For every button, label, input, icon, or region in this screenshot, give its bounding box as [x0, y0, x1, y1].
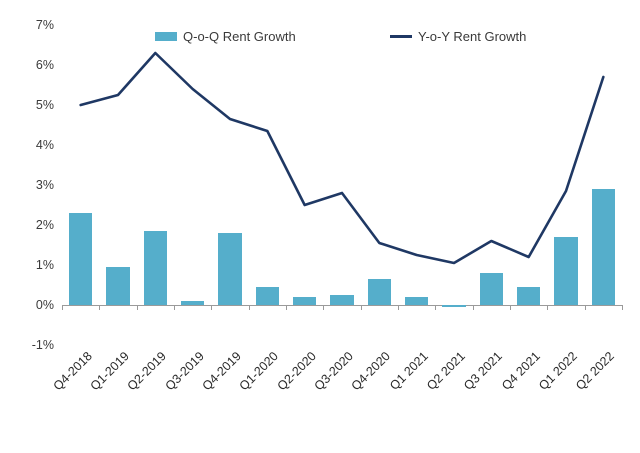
- bar-swatch-icon: [155, 32, 177, 41]
- bar[interactable]: [106, 267, 130, 305]
- bar[interactable]: [181, 301, 205, 305]
- x-tick-mark: [211, 305, 213, 310]
- x-tick-mark: [472, 305, 474, 310]
- x-tick-mark: [622, 305, 623, 310]
- y-tick-label: 1%: [35, 258, 54, 272]
- x-tick-mark: [584, 305, 586, 310]
- plot-area: [62, 25, 623, 345]
- x-tick-mark: [248, 305, 250, 310]
- bar[interactable]: [367, 279, 391, 305]
- bar[interactable]: [405, 297, 429, 305]
- bar[interactable]: [330, 295, 354, 305]
- x-tick-mark: [360, 305, 362, 310]
- legend-label-qoq: Q-o-Q Rent Growth: [183, 29, 296, 44]
- bar[interactable]: [554, 237, 578, 305]
- y-tick-label: 3%: [35, 178, 54, 192]
- x-tick-mark: [547, 305, 549, 310]
- x-tick-mark: [435, 305, 437, 310]
- y-tick-label: 4%: [35, 138, 54, 152]
- x-axis: Q4-2018 Q1-2019 Q2-2019 Q3-2019 Q4-2019 Q1-20…: [50, 345, 622, 453]
- x-tick-mark: [174, 305, 175, 310]
- y-axis: 7% 6% 5% 4% 3% 2% 1% 0% -1%: [0, 0, 62, 453]
- x-tick-mark: [136, 305, 138, 310]
- x-tick-mark: [323, 305, 325, 310]
- y-tick-label: 6%: [35, 58, 54, 72]
- y-tick-label: 2%: [35, 218, 54, 232]
- legend-item-qoq[interactable]: Q-o-Q Rent Growth: [155, 30, 296, 43]
- bar[interactable]: [218, 233, 242, 305]
- bar[interactable]: [293, 297, 317, 305]
- x-tick-mark: [510, 305, 511, 310]
- bar[interactable]: [479, 273, 503, 305]
- yoy-polyline: [79, 51, 605, 265]
- zero-axis-line: [62, 305, 622, 306]
- y-tick-label: 5%: [35, 98, 54, 112]
- x-tick-mark: [286, 305, 287, 310]
- y-tick-label: 0%: [35, 298, 54, 312]
- bar[interactable]: [591, 189, 615, 305]
- x-tick-mark: [398, 305, 399, 310]
- x-tick-mark: [99, 305, 101, 310]
- legend-item-yoy[interactable]: Y-o-Y Rent Growth: [390, 30, 526, 43]
- bar[interactable]: [517, 287, 541, 305]
- bar[interactable]: [143, 231, 167, 305]
- bar[interactable]: [69, 213, 93, 305]
- y-tick-label: 7%: [35, 18, 54, 32]
- bar[interactable]: [255, 287, 279, 305]
- yoy-line-series: [79, 51, 605, 265]
- line-swatch-icon: [390, 35, 412, 38]
- x-tick-mark: [62, 305, 63, 310]
- y-tick-label: -1%: [31, 338, 54, 352]
- legend-label-yoy: Y-o-Y Rent Growth: [418, 29, 527, 44]
- bar[interactable]: [442, 305, 466, 307]
- chart-legend: Q-o-Q Rent Growth Y-o-Y Rent Growth: [0, 30, 640, 52]
